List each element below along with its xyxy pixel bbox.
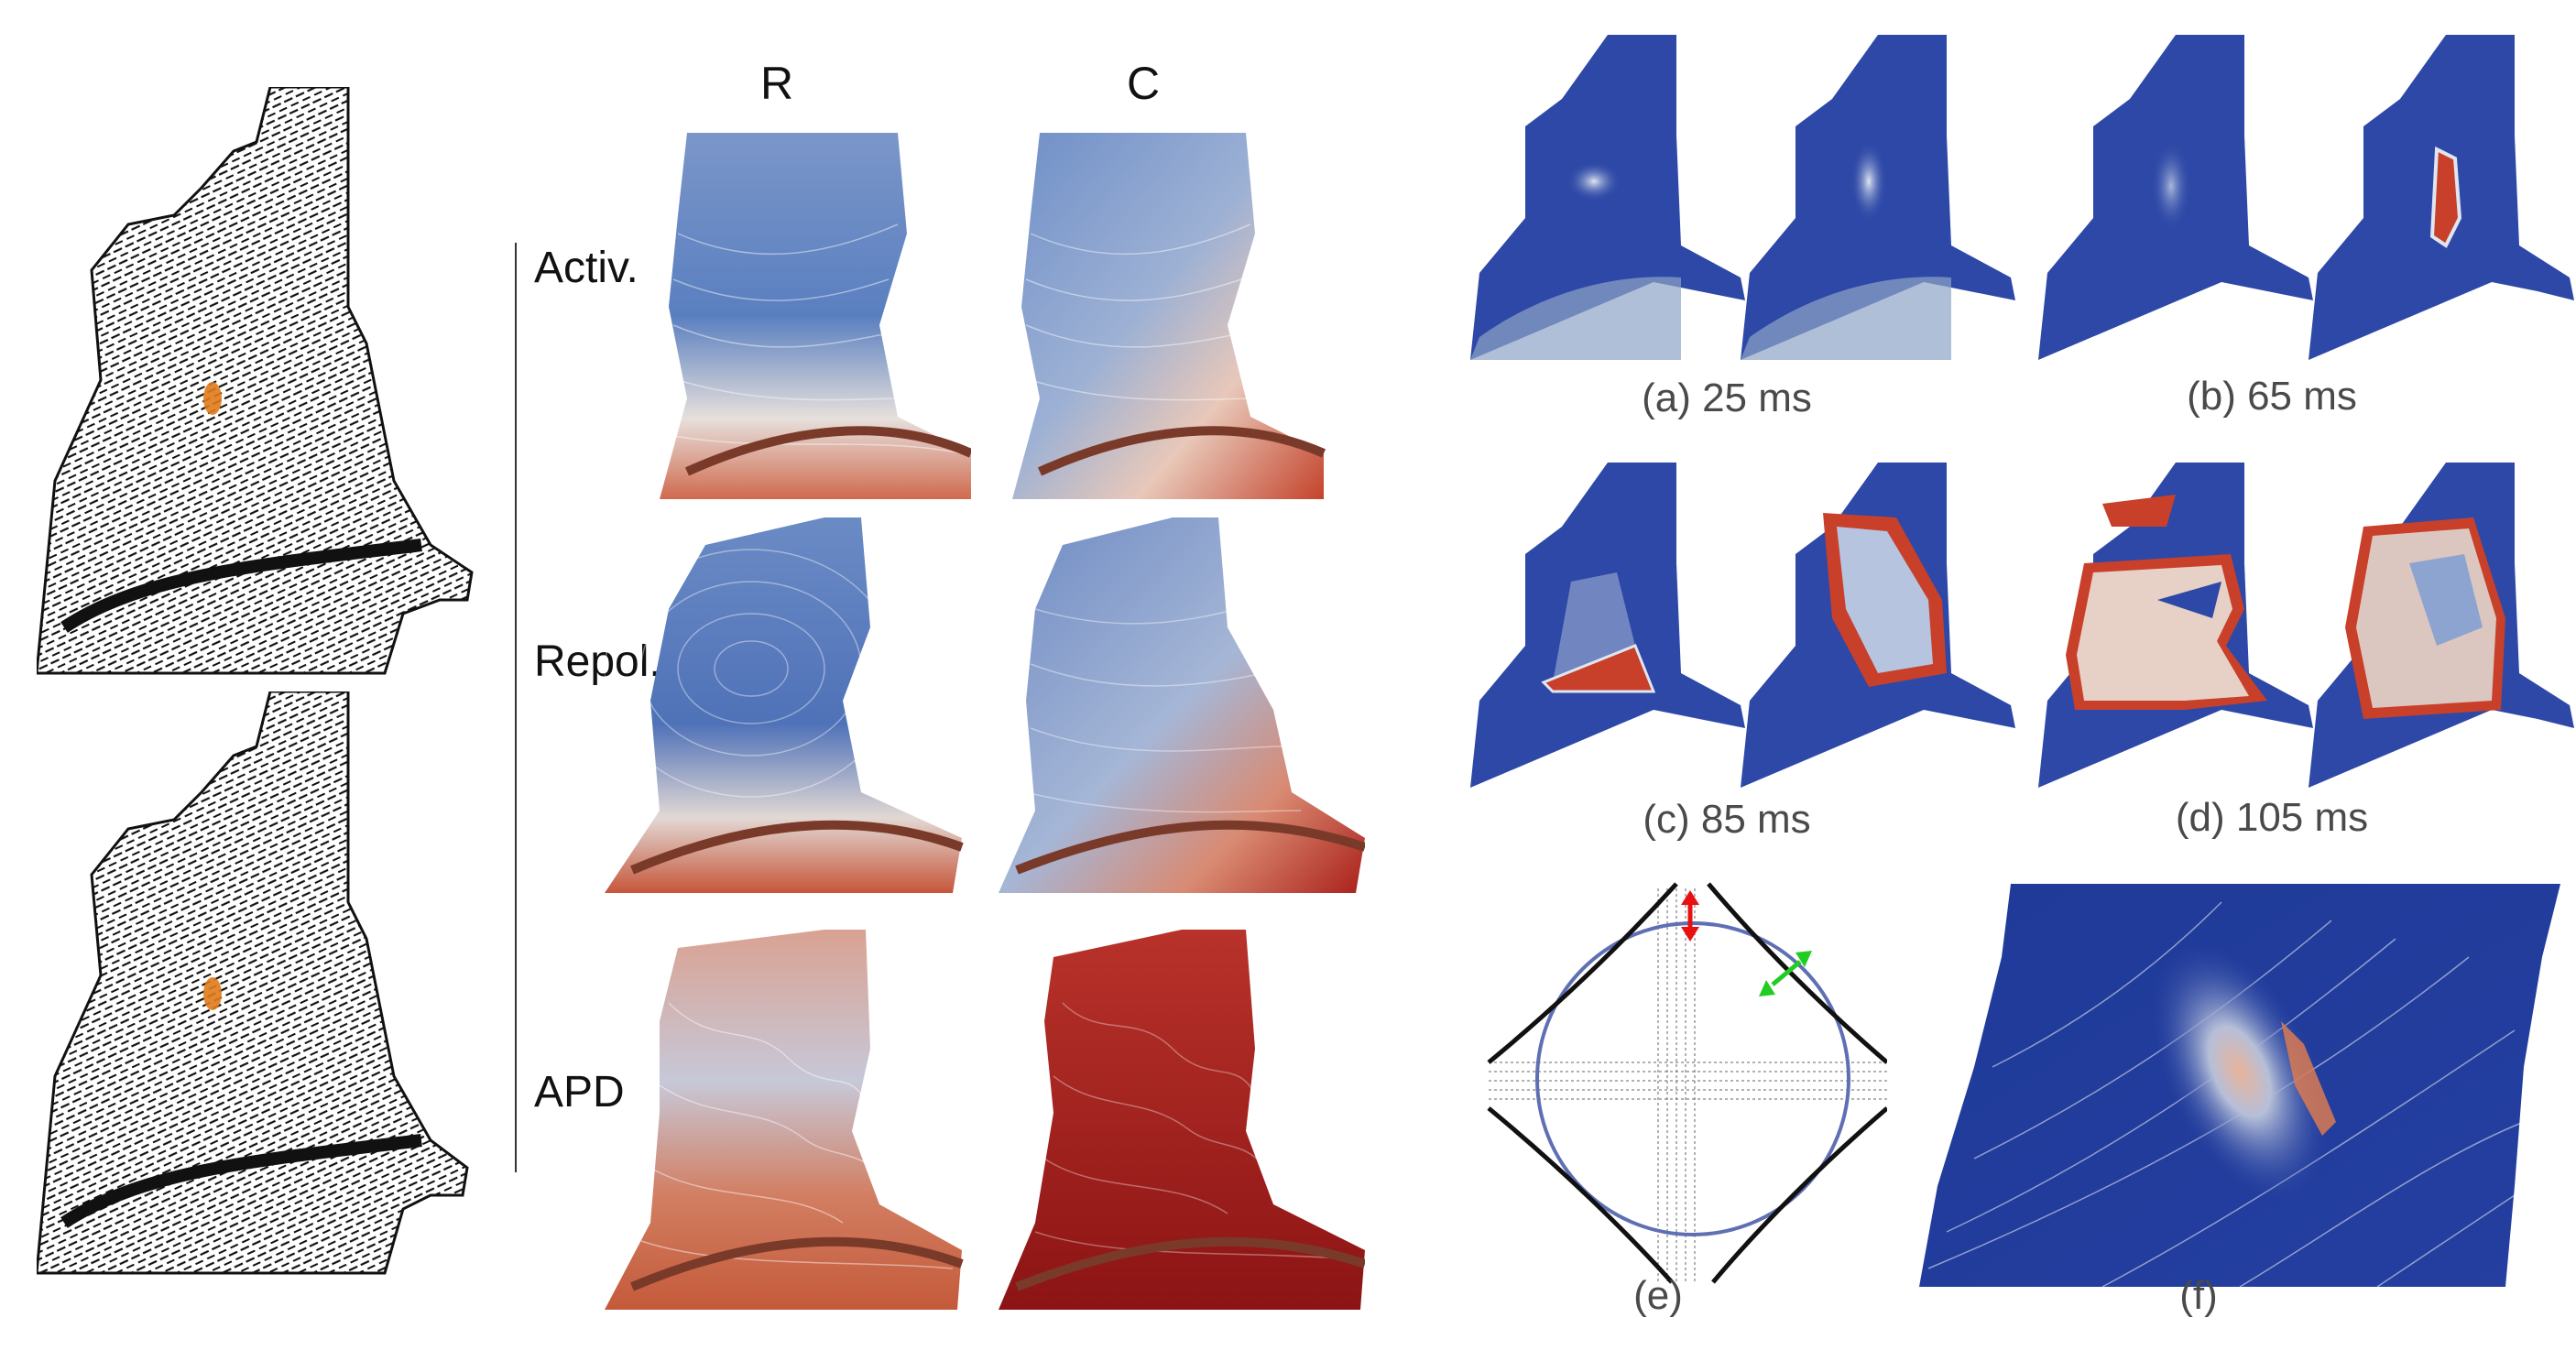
stimulus-site-marker [203, 382, 222, 415]
grid-lines [1489, 888, 1887, 1282]
snapshot-a-left [1470, 35, 1745, 360]
reference-circle [1535, 921, 1850, 1236]
caption-c: (c) 85 ms [1643, 797, 1811, 842]
column-header-r: R [760, 58, 794, 109]
caption-f: (f) [2179, 1273, 2218, 1318]
snapshot-c-right [1741, 463, 2015, 788]
apd-map-c [999, 930, 1365, 1310]
caption-e: (e) [1633, 1273, 1683, 1318]
apd-map-r [605, 930, 964, 1310]
snapshot-b-right [2309, 35, 2574, 360]
activation-map-c [1012, 133, 1326, 499]
snapshot-d-right [2309, 463, 2574, 788]
row-label-activation: Activ. [534, 244, 639, 292]
fiber-mesh-bottom [37, 691, 469, 1275]
snapshot-c-left [1470, 463, 1745, 788]
red-arrow-icon [1681, 890, 1699, 942]
snapshot-a-right [1741, 35, 2015, 360]
column-divider [515, 243, 517, 1172]
repolarization-map-c [999, 517, 1365, 893]
fiber-mesh-top [37, 87, 474, 675]
deformed-outline [1487, 882, 1887, 1284]
stretch-diagram [1487, 882, 1887, 1284]
row-label-apd: APD [534, 1068, 625, 1116]
repolarization-map-r [605, 517, 964, 893]
zoomed-activation-map [1919, 884, 2560, 1287]
activation-map-r [660, 133, 971, 499]
caption-a: (a) 25 ms [1642, 376, 1812, 420]
stimulus-site-marker [203, 977, 222, 1010]
row-label-repolarization: Repol. [534, 637, 661, 686]
caption-d: (d) 105 ms [2175, 795, 2369, 840]
snapshot-b-left [2038, 35, 2313, 360]
snapshot-d-left [2038, 463, 2313, 788]
caption-b: (b) 65 ms [2187, 374, 2357, 419]
column-header-c: C [1127, 58, 1161, 109]
green-arrow-icon [1759, 951, 1812, 996]
